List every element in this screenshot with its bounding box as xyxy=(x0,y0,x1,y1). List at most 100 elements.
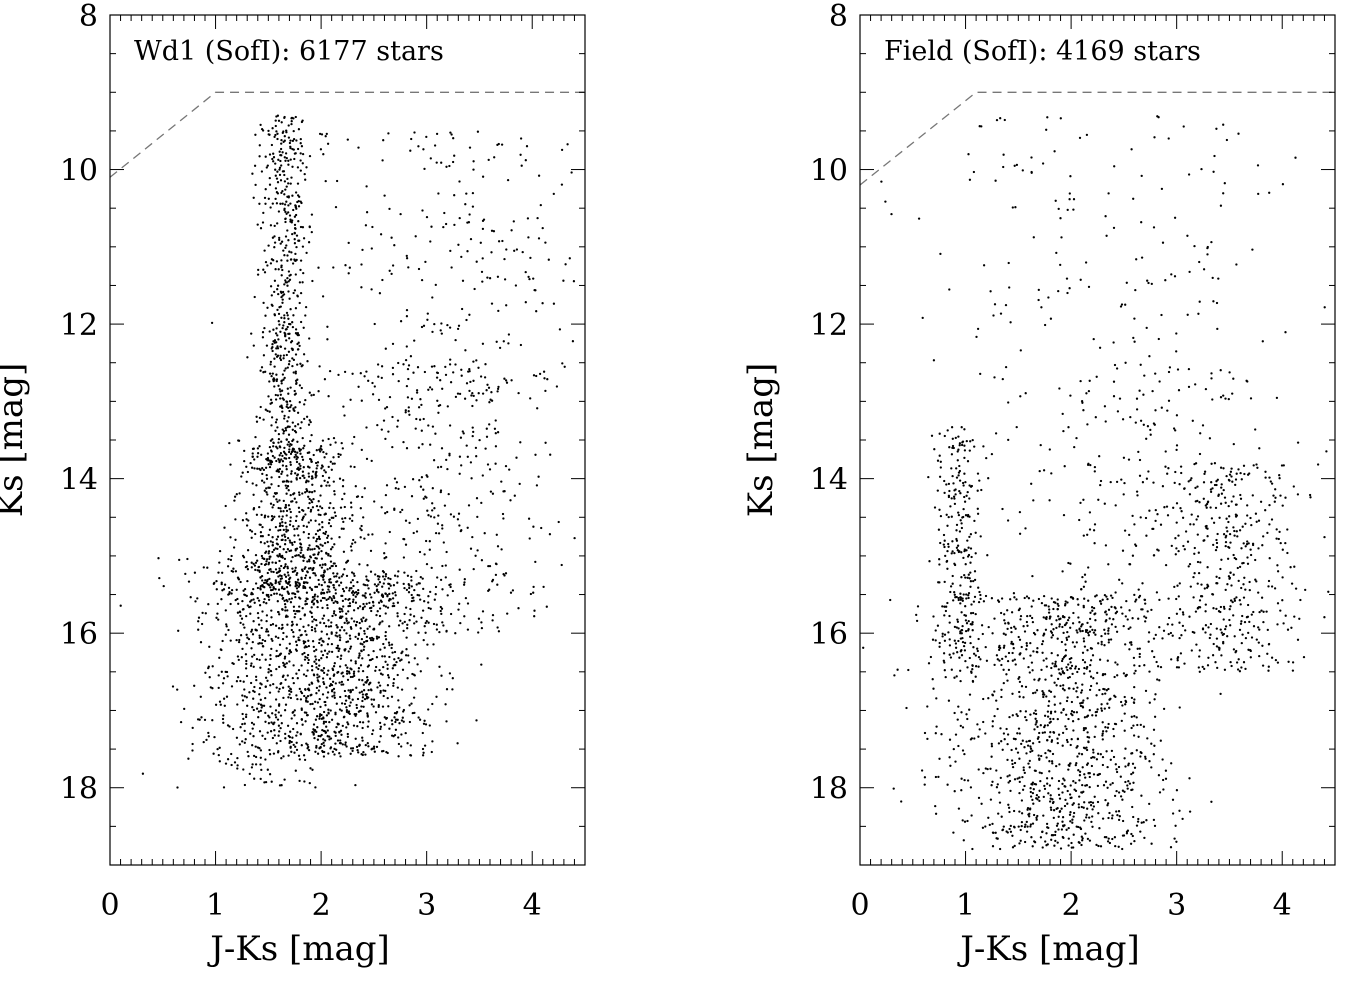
star-point xyxy=(423,167,426,171)
star-point xyxy=(246,704,249,707)
star-point xyxy=(312,733,315,736)
star-point xyxy=(312,453,315,457)
star-point xyxy=(481,219,485,223)
star-point xyxy=(974,552,977,555)
star-point xyxy=(1098,688,1101,692)
star-point xyxy=(332,562,335,565)
star-point xyxy=(285,662,288,665)
star-point xyxy=(382,642,385,646)
star-point xyxy=(1079,704,1083,708)
star-point xyxy=(256,273,260,276)
star-point xyxy=(338,607,341,611)
star-point xyxy=(264,579,267,582)
star-point xyxy=(1161,758,1164,761)
star-point xyxy=(266,571,269,575)
star-point xyxy=(295,139,298,142)
star-point xyxy=(315,467,318,470)
star-point xyxy=(313,490,316,493)
star-point xyxy=(419,398,422,401)
star-point xyxy=(303,476,306,480)
star-point xyxy=(1029,823,1033,826)
star-point xyxy=(295,587,299,590)
star-point xyxy=(310,615,314,619)
star-point xyxy=(270,582,273,585)
star-point xyxy=(287,239,290,242)
star-point xyxy=(955,476,959,479)
star-point xyxy=(934,775,938,779)
star-point xyxy=(988,823,991,827)
star-point xyxy=(281,515,284,518)
star-point xyxy=(302,447,305,450)
star-point xyxy=(315,666,318,669)
star-point xyxy=(1087,736,1091,739)
star-point xyxy=(1088,775,1091,779)
star-point xyxy=(284,220,287,224)
star-point xyxy=(413,657,416,660)
star-point xyxy=(969,561,972,564)
star-point xyxy=(1025,595,1029,598)
star-point xyxy=(1035,719,1038,723)
star-point xyxy=(208,676,211,679)
star-point xyxy=(966,460,970,463)
star-point xyxy=(295,741,298,744)
star-point xyxy=(942,659,945,662)
star-point xyxy=(216,612,219,615)
star-point xyxy=(267,129,270,133)
star-point xyxy=(1029,750,1032,753)
star-point xyxy=(932,687,935,690)
star-point xyxy=(1006,831,1009,834)
star-point xyxy=(189,596,192,599)
star-point xyxy=(283,193,286,196)
star-point xyxy=(1116,813,1119,817)
star-point xyxy=(258,658,261,662)
star-point xyxy=(281,301,284,304)
star-point xyxy=(119,604,122,607)
star-point xyxy=(223,583,227,586)
star-point xyxy=(335,702,338,705)
star-point xyxy=(321,526,324,529)
star-point xyxy=(1067,768,1070,771)
star-point xyxy=(947,482,951,486)
star-point xyxy=(365,185,368,188)
star-point xyxy=(252,562,255,566)
star-point xyxy=(943,539,946,542)
star-point xyxy=(260,127,264,131)
star-point xyxy=(463,578,466,581)
star-point xyxy=(279,393,282,396)
star-point xyxy=(1180,634,1183,637)
star-point xyxy=(336,644,340,647)
star-point xyxy=(1097,812,1100,815)
star-point xyxy=(263,326,266,330)
star-point xyxy=(264,720,267,723)
star-point xyxy=(280,722,283,725)
star-point xyxy=(259,698,262,701)
star-point xyxy=(302,642,306,645)
star-point xyxy=(278,593,282,596)
star-point xyxy=(1092,677,1095,680)
star-point xyxy=(292,129,295,133)
star-point xyxy=(371,732,374,736)
star-point xyxy=(407,410,410,413)
star-point xyxy=(1069,811,1072,814)
star-point xyxy=(1100,709,1104,712)
star-point xyxy=(372,747,376,750)
star-point xyxy=(1033,728,1036,731)
star-point xyxy=(571,340,575,343)
star-point xyxy=(967,596,970,600)
star-point xyxy=(299,152,302,155)
star-point xyxy=(292,525,295,528)
star-point xyxy=(363,605,366,608)
star-point xyxy=(282,510,285,513)
star-point xyxy=(276,547,279,551)
star-point xyxy=(304,178,307,181)
star-point xyxy=(1085,748,1089,752)
star-point xyxy=(222,714,225,717)
star-point xyxy=(291,620,294,624)
star-point xyxy=(307,480,310,483)
star-point xyxy=(373,591,376,594)
star-point xyxy=(1014,747,1018,750)
star-point xyxy=(340,702,344,705)
star-point xyxy=(934,812,938,815)
star-point xyxy=(287,754,290,757)
star-point xyxy=(513,494,516,497)
